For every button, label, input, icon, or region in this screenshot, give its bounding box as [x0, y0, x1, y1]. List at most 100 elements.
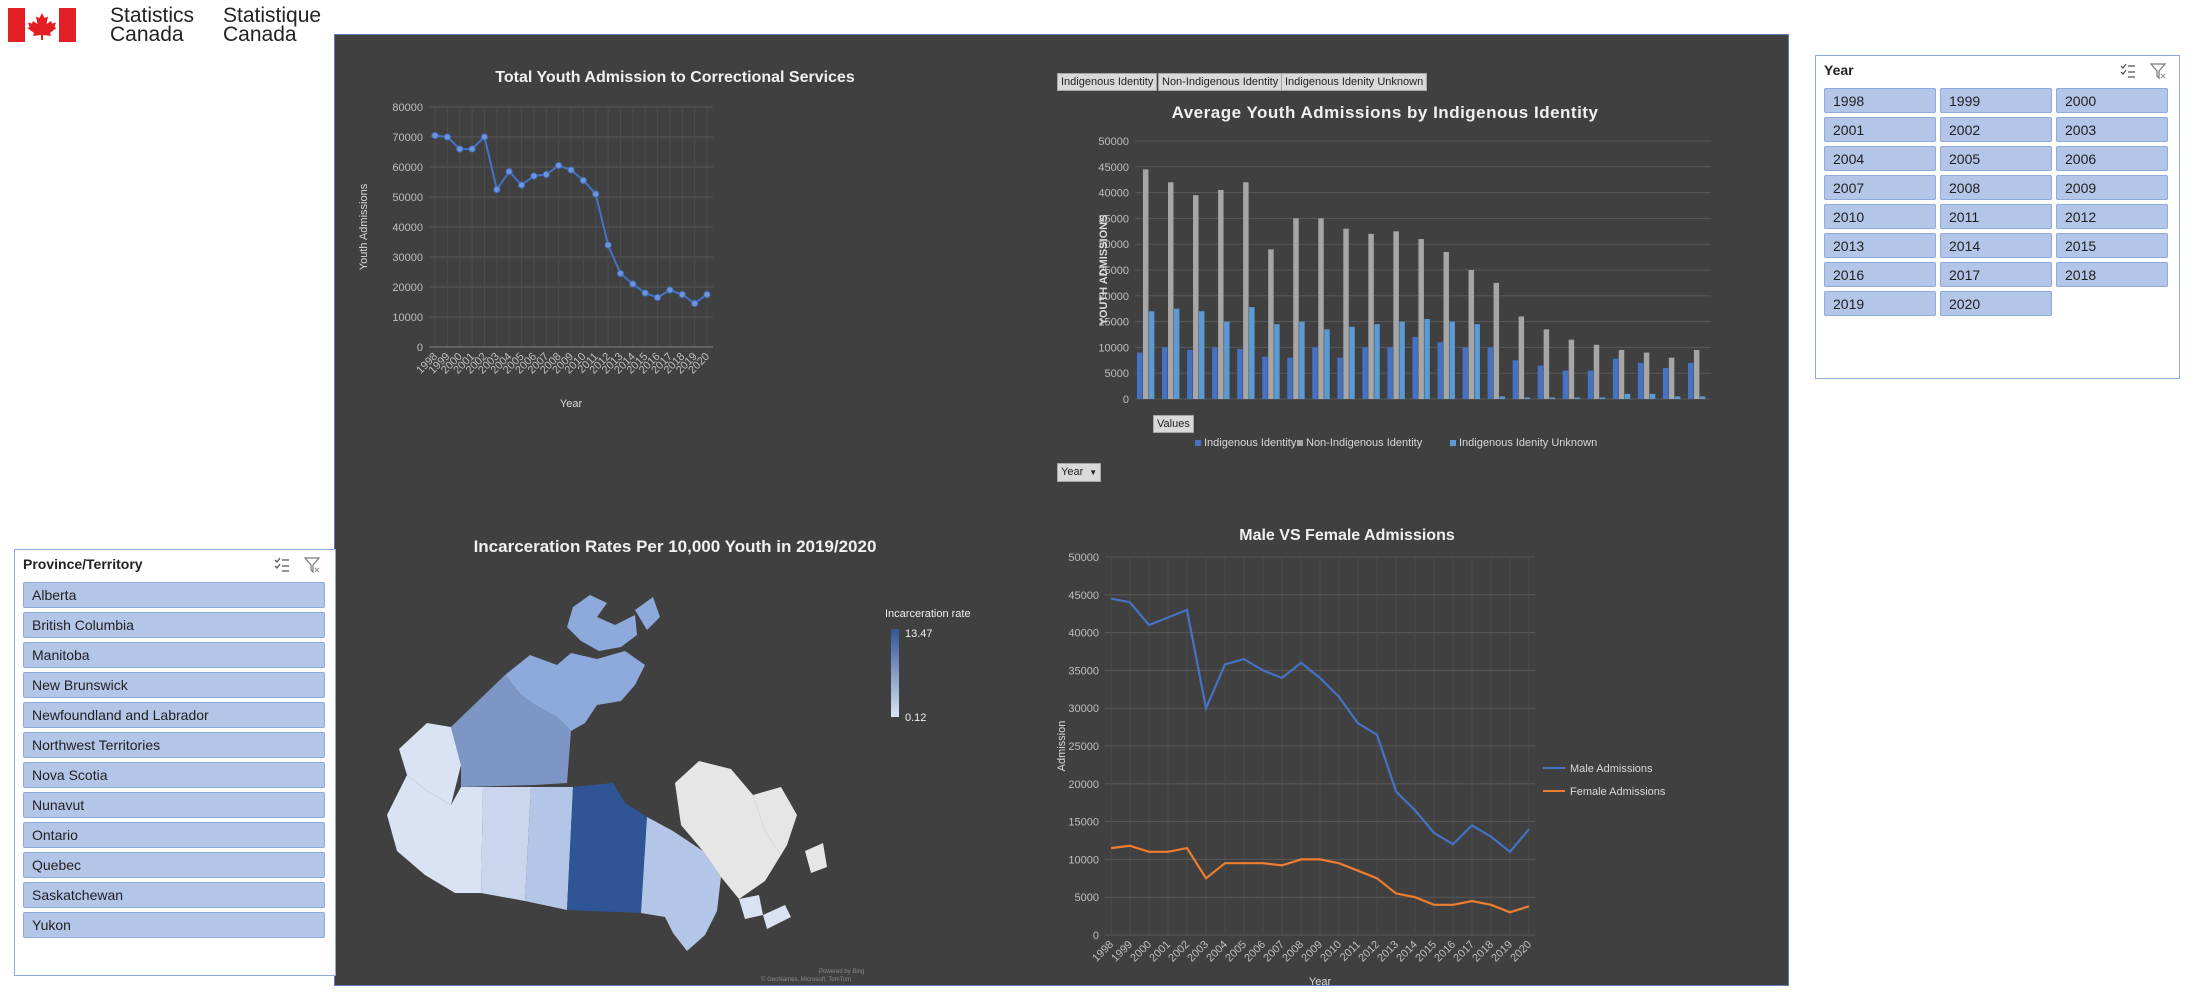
bar: [1543, 329, 1550, 399]
year-slicer-item[interactable]: 2000: [2056, 88, 2168, 113]
year-slicer-item[interactable]: 2015: [2056, 233, 2168, 258]
y-tick-label: 20000: [392, 282, 423, 294]
x-tick-label: 1998: [1090, 939, 1116, 965]
y-tick-label: 30000: [1098, 239, 1129, 251]
province-slicer-item[interactable]: Northwest Territories: [23, 732, 325, 758]
province-slicer-item[interactable]: Manitoba: [23, 642, 325, 668]
province-slicer-item[interactable]: Ontario: [23, 822, 325, 848]
year-slicer-item[interactable]: 2020: [1940, 291, 2052, 316]
year-slicer-item[interactable]: 2013: [1824, 233, 1936, 258]
bar: [1142, 169, 1149, 399]
province-slicer-item[interactable]: British Columbia: [23, 612, 325, 638]
bar: [1237, 348, 1243, 399]
x-tick-label: 2019: [1489, 939, 1515, 965]
clear-filter-icon[interactable]: [303, 556, 321, 574]
year-slicer-item[interactable]: 2019: [1824, 291, 1936, 316]
y-tick-label: 40000: [1098, 188, 1129, 200]
province-slicer-item[interactable]: Quebec: [23, 852, 325, 878]
map-chart-title: Incarceration Rates Per 10,000 Youth in …: [473, 537, 877, 556]
bar: [1443, 251, 1449, 399]
year-slicer-item[interactable]: 2018: [2056, 262, 2168, 287]
province-slicer-item[interactable]: Yukon: [23, 912, 325, 938]
year-slicer-item[interactable]: 2012: [2056, 204, 2168, 229]
bar: [1187, 349, 1193, 399]
year-filter-label: Year: [1061, 466, 1084, 478]
x-tick-label: 1999: [1109, 939, 1135, 965]
y-axis-title: YOUTH ADMISSIONS: [1098, 215, 1110, 326]
clear-filter-icon[interactable]: [2149, 62, 2167, 80]
x-tick-label: 2005: [1223, 939, 1249, 965]
province-slicer-item[interactable]: Nunavut: [23, 792, 325, 818]
y-tick-label: 10000: [392, 312, 423, 324]
year-slicer-item[interactable]: 2016: [1824, 262, 1936, 287]
statistics-canada-logo: Statistics Canada Statistique Canada: [0, 0, 340, 50]
legend-label: Male Admissions: [1570, 763, 1653, 775]
bar: [1324, 329, 1330, 399]
y-tick-label: 15000: [1068, 817, 1099, 829]
y-tick-label: 10000: [1068, 854, 1099, 866]
bar: [1462, 347, 1469, 399]
data-point: [616, 270, 624, 277]
bar: [1224, 321, 1230, 399]
field-button-non-indigenous[interactable]: Non-Indigenous Identity: [1158, 73, 1283, 91]
year-slicer-item[interactable]: 2005: [1940, 146, 2052, 171]
year-slicer-item[interactable]: 2008: [1940, 175, 2052, 200]
year-slicer-item[interactable]: 2017: [1940, 262, 2052, 287]
map-region-nova-scotia: [763, 905, 791, 929]
x-tick-label: 2009: [1299, 939, 1325, 965]
bar: [1173, 308, 1180, 399]
province-slicer-item[interactable]: Saskatchewan: [23, 882, 325, 908]
bar: [1687, 362, 1694, 399]
field-button-unknown[interactable]: Indigenous Idenity Unknown: [1281, 73, 1428, 91]
data-point: [555, 162, 563, 169]
values-button[interactable]: Values: [1153, 415, 1194, 433]
year-slicer-item[interactable]: 2010: [1824, 204, 1936, 229]
x-tick-label: 2018: [1470, 939, 1496, 965]
y-tick-label: 35000: [1098, 213, 1129, 225]
y-tick-label: 5000: [1105, 368, 1129, 380]
field-button-indigenous[interactable]: Indigenous Identity: [1057, 73, 1158, 91]
year-slicer-item[interactable]: 1998: [1824, 88, 1936, 113]
multi-select-icon[interactable]: [273, 556, 291, 574]
year-slicer-item[interactable]: 2001: [1824, 117, 1936, 142]
year-slicer-item[interactable]: 2002: [1940, 117, 2052, 142]
year-slicer-item[interactable]: 2007: [1824, 175, 1936, 200]
province-slicer-item[interactable]: Nova Scotia: [23, 762, 325, 788]
map-credit-line2: © GeoNames, Microsoft, TomTom: [761, 976, 851, 983]
year-slicer-item[interactable]: 2014: [1940, 233, 2052, 258]
bar: [1287, 357, 1293, 399]
province-slicer-item[interactable]: Alberta: [23, 582, 325, 608]
year-slicer-item[interactable]: 1999: [1940, 88, 2052, 113]
legend-swatch: [1450, 440, 1456, 446]
total-chart-title: Total Youth Admission to Correctional Se…: [495, 69, 855, 86]
bar: [1362, 347, 1368, 399]
map-region-quebec: [675, 761, 781, 899]
map-legend-max: 13.47: [905, 628, 933, 640]
bar: [1137, 352, 1143, 399]
map-region-yukon: [399, 723, 461, 805]
year-slicer-header: Year: [1824, 62, 1854, 78]
logo-en-line1: Statistics: [110, 4, 195, 27]
male-admissions-line: [1110, 597, 1530, 854]
bar: [1243, 182, 1249, 399]
multi-select-icon[interactable]: [2119, 62, 2137, 80]
y-tick-label: 40000: [1068, 628, 1099, 640]
province-slicer-item[interactable]: Newfoundland and Labrador: [23, 702, 325, 728]
map-region-british-columbia: [387, 775, 483, 893]
year-slicer-item[interactable]: 2009: [2056, 175, 2168, 200]
bar: [1662, 368, 1669, 399]
data-point: [456, 145, 464, 153]
province-slicer-item[interactable]: New Brunswick: [23, 672, 325, 698]
year-slicer-item[interactable]: 2003: [2056, 117, 2168, 142]
x-tick-label: 2002: [1166, 939, 1192, 965]
y-tick-label: 50000: [1098, 136, 1129, 148]
year-slicer-item[interactable]: 2004: [1824, 146, 1936, 171]
year-filter-button[interactable]: Year ▼: [1057, 463, 1102, 482]
y-tick-label: 20000: [1098, 291, 1129, 303]
x-tick-label: 2017: [1451, 939, 1477, 965]
year-slicer-item[interactable]: 2006: [2056, 146, 2168, 171]
legend-swatch: [1195, 440, 1201, 446]
year-slicer-item[interactable]: 2011: [1940, 204, 2052, 229]
bar: [1468, 270, 1474, 399]
y-tick-label: 10000: [1098, 342, 1129, 354]
